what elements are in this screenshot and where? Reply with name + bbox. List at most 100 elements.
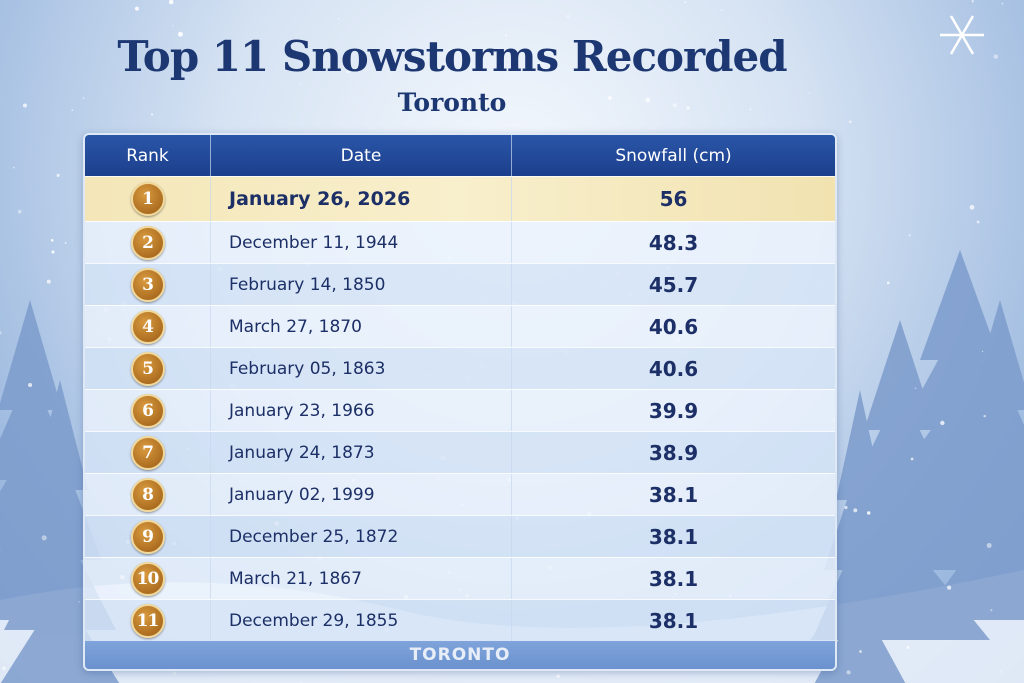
snow-particle bbox=[41, 535, 47, 541]
snow-particle bbox=[981, 350, 984, 353]
snow-particle bbox=[645, 97, 651, 103]
snowflake-icon bbox=[940, 15, 984, 55]
medal-icon: 8 bbox=[130, 477, 165, 512]
rank-cell: 2 bbox=[85, 222, 211, 263]
date-cell: January 23, 1966 bbox=[211, 390, 512, 431]
date-cell: March 21, 1867 bbox=[211, 558, 512, 599]
snow-particle bbox=[172, 671, 176, 675]
snow-particle bbox=[299, 83, 301, 86]
snow-particle bbox=[986, 543, 992, 548]
table-row: 3 February 14, 1850 45.7 bbox=[85, 263, 835, 305]
snow-particle bbox=[910, 457, 914, 461]
snow-particle bbox=[387, 60, 391, 64]
rank-cell: 4 bbox=[85, 306, 211, 347]
snow-particle bbox=[300, 681, 303, 683]
date-cell: December 29, 1855 bbox=[211, 600, 512, 641]
date-cell: December 11, 1944 bbox=[211, 222, 512, 263]
table-body: 1 January 26, 2026 56 2 December 11, 1944 48.… bbox=[85, 176, 835, 641]
snow-particle bbox=[50, 238, 54, 242]
rank-cell: 3 bbox=[85, 264, 211, 305]
snow-particle bbox=[56, 173, 60, 177]
snowfall-cell: 38.1 bbox=[648, 608, 699, 633]
medal-icon: 3 bbox=[130, 267, 165, 302]
snowfall-cell: 45.7 bbox=[648, 272, 699, 297]
snow-particle bbox=[671, 50, 675, 54]
snow-particle bbox=[947, 585, 952, 590]
snow-particle bbox=[64, 241, 67, 244]
snow-particle bbox=[150, 113, 154, 116]
table-row: 11 December 29, 1855 38.1 bbox=[85, 599, 835, 641]
date-cell: December 25, 1872 bbox=[211, 516, 512, 557]
table-row: 10 March 21, 1867 38.1 bbox=[85, 557, 835, 599]
snow-particle bbox=[969, 204, 975, 210]
snow-particle bbox=[1, 666, 6, 671]
rank-cell: 10 bbox=[85, 558, 211, 599]
snow-particle bbox=[171, 24, 174, 27]
snowfall-cell: 39.9 bbox=[648, 398, 699, 423]
snow-particle bbox=[990, 609, 993, 612]
snow-particle bbox=[12, 166, 15, 169]
table-row: 6 January 23, 1966 39.9 bbox=[85, 389, 835, 431]
snow-particle bbox=[637, 57, 641, 61]
medal-icon: 9 bbox=[130, 519, 165, 554]
snow-particle bbox=[71, 109, 74, 112]
table-footer: TORONTO bbox=[85, 641, 835, 669]
snow-particle bbox=[168, 0, 174, 5]
snow-particle bbox=[504, 34, 508, 37]
rank-cell: 5 bbox=[85, 348, 211, 389]
snow-particle bbox=[669, 4, 671, 6]
table-row: 4 March 27, 1870 40.6 bbox=[85, 305, 835, 347]
medal-icon: 11 bbox=[130, 603, 165, 638]
snowstorm-table: Rank Date Snowfall (cm) 1 January 26, 202… bbox=[83, 133, 837, 671]
snow-particle bbox=[853, 508, 858, 513]
snow-particle bbox=[971, 0, 975, 3]
rank-cell: 7 bbox=[85, 432, 211, 473]
rank-cell: 9 bbox=[85, 516, 211, 557]
snow-particle bbox=[906, 646, 910, 649]
medal-icon: 10 bbox=[130, 561, 165, 596]
snow-particle bbox=[993, 54, 999, 59]
tree-shape bbox=[32, 380, 88, 490]
snow-particle bbox=[908, 234, 911, 237]
table-header: Rank Date Snowfall (cm) bbox=[85, 135, 835, 176]
snowfall-cell: 48.3 bbox=[648, 230, 699, 255]
snow-particle bbox=[78, 601, 80, 603]
snow-particle bbox=[914, 387, 917, 390]
snow-particle bbox=[844, 505, 848, 510]
tree-shape bbox=[0, 300, 62, 410]
snow-particle bbox=[0, 331, 2, 335]
table-row: 2 December 11, 1944 48.3 bbox=[85, 221, 835, 263]
snow-particle bbox=[134, 6, 140, 11]
table-row: 5 February 05, 1863 40.6 bbox=[85, 347, 835, 389]
snow-particle bbox=[848, 120, 852, 124]
snowfall-cell: 38.1 bbox=[648, 482, 699, 507]
snow-particle bbox=[346, 69, 351, 74]
page-subtitle: Toronto bbox=[397, 88, 507, 117]
snow-particle bbox=[684, 0, 687, 3]
snowfall-cell: 40.6 bbox=[648, 356, 699, 381]
medal-icon: 6 bbox=[130, 393, 165, 428]
table-row: 1 January 26, 2026 56 bbox=[85, 176, 835, 221]
snow-particle bbox=[686, 106, 690, 110]
snow-particle bbox=[983, 414, 987, 418]
rank-cell: 6 bbox=[85, 390, 211, 431]
medal-icon: 5 bbox=[130, 351, 165, 386]
snow-particle bbox=[846, 670, 851, 675]
header-snowfall: Snowfall (cm) bbox=[615, 145, 732, 166]
snowfall-cell: 40.6 bbox=[648, 314, 699, 339]
header-date: Date bbox=[211, 135, 512, 176]
snow-particle bbox=[566, 15, 570, 18]
snowfall-cell: 56 bbox=[659, 187, 688, 211]
snow-particle bbox=[22, 103, 27, 108]
tree-shape bbox=[920, 510, 1024, 620]
tree-shape bbox=[920, 250, 1000, 360]
table-row: 8 January 02, 1999 38.1 bbox=[85, 473, 835, 515]
snow-particle bbox=[672, 103, 677, 108]
tree-shape bbox=[824, 460, 896, 570]
snowfall-cell: 38.1 bbox=[648, 566, 699, 591]
snow-particle bbox=[859, 650, 862, 653]
snowfall-cell: 38.1 bbox=[648, 524, 699, 549]
rank-cell: 8 bbox=[85, 474, 211, 515]
snow-particle bbox=[886, 281, 890, 285]
snow-particle bbox=[749, 108, 752, 111]
